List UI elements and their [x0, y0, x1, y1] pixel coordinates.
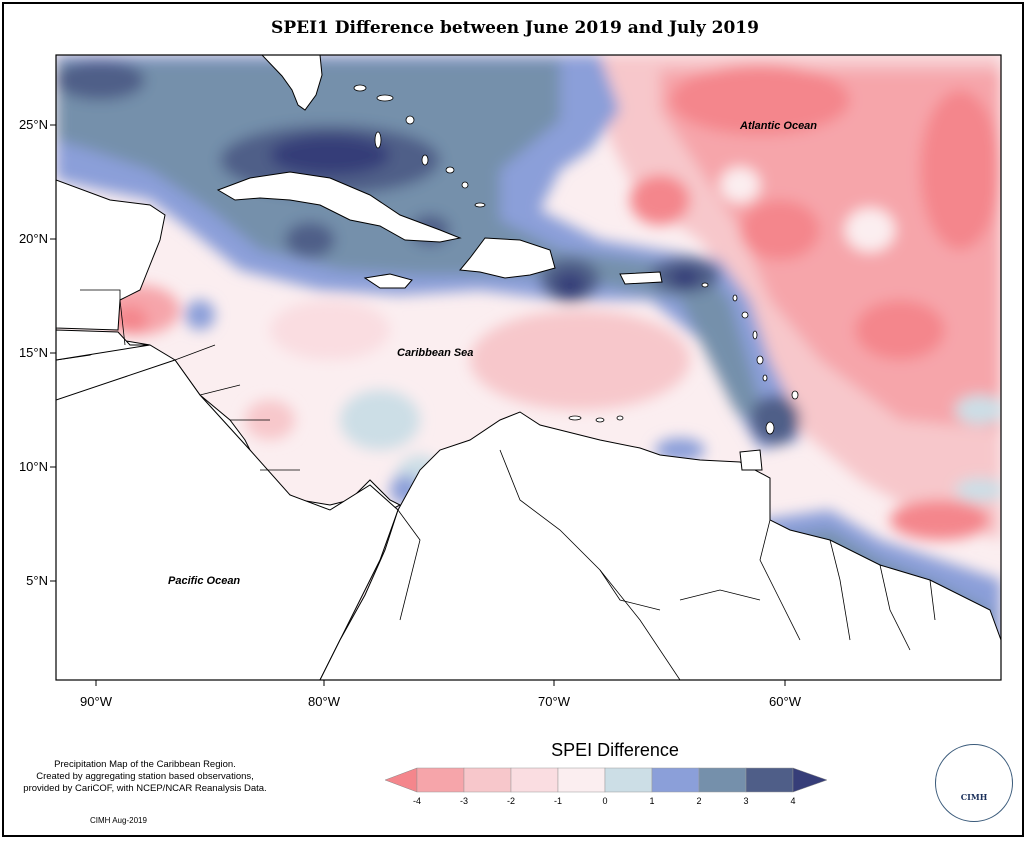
cimh-logo-text: CIMH — [960, 792, 988, 802]
legend-tick-2: 2 — [696, 796, 702, 806]
country-borders — [80, 289, 936, 680]
label-atlantic-ocean: Atlantic Ocean — [740, 120, 818, 132]
legend-tick-3: 3 — [743, 796, 749, 806]
legend-swatch-4 — [557, 767, 606, 793]
label-pacific-ocean: Pacific Ocean — [168, 575, 241, 587]
legend-tick-0: 0 — [602, 796, 608, 806]
axis-ticks — [50, 124, 786, 686]
note-line-1: Precipitation Map of the Caribbean Regio… — [54, 759, 236, 770]
legend-swatch-6 — [651, 767, 700, 793]
lat-label-5n: 5°N — [26, 573, 48, 588]
legend-tick-4: 4 — [790, 796, 796, 806]
legend-swatch-5 — [604, 767, 653, 793]
legend-swatch-1 — [416, 767, 465, 793]
land-masses — [56, 55, 1001, 680]
map-border — [55, 54, 1002, 681]
lat-label-25n: 25°N — [18, 117, 48, 132]
small-islands — [353, 84, 799, 435]
legend-tick-minus3: -3 — [459, 796, 468, 806]
legend-title: SPEI Difference — [551, 740, 679, 760]
lat-label-10n: 10°N — [18, 459, 48, 474]
legend-swatch-3 — [510, 767, 559, 793]
legend-swatch-2 — [463, 767, 512, 793]
lon-label-80w: 80°W — [308, 694, 340, 709]
lon-label-70w: 70°W — [538, 694, 570, 709]
note-line-2: Created by aggregating station based obs… — [36, 771, 254, 782]
map-credit: CIMH Aug-2019 — [90, 816, 147, 825]
lon-label-60w: 60°W — [769, 694, 801, 709]
legend-tick-minus1: -1 — [553, 796, 562, 806]
note-line-3: provided by CariCOF, with NCEP/NCAR Rean… — [23, 783, 267, 794]
legend-colorbar — [384, 767, 828, 793]
legend-swatch-0 — [384, 767, 418, 793]
map-title: SPEI1 Difference between June 2019 and J… — [271, 18, 759, 38]
map-description-note: Precipitation Map of the Caribbean Regio… — [4, 759, 286, 795]
lon-label-90w: 90°W — [80, 694, 112, 709]
lat-label-15n: 15°N — [18, 345, 48, 360]
legend-tick-minus4: -4 — [412, 796, 421, 806]
legend-swatch-7 — [698, 767, 747, 793]
legend-swatch-8 — [745, 767, 794, 793]
legend-swatch-9 — [792, 767, 828, 793]
label-caribbean-sea: Caribbean Sea — [397, 347, 474, 359]
legend-tick-minus2: -2 — [506, 796, 515, 806]
cimh-logo: CIMH — [935, 744, 1013, 822]
legend-tick-1: 1 — [649, 796, 655, 806]
lat-label-20n: 20°N — [18, 231, 48, 246]
